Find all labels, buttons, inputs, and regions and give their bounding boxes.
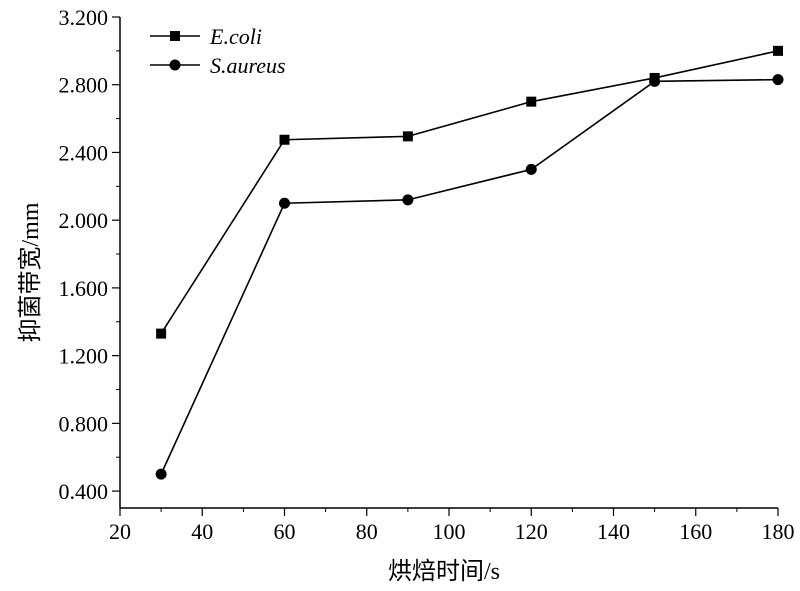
x-tick-label: 40 xyxy=(191,519,213,544)
legend-label: E.coli xyxy=(209,24,262,49)
data-point-S.aureus xyxy=(525,163,537,175)
legend-label: S.aureus xyxy=(210,53,286,78)
x-tick-label: 80 xyxy=(356,519,378,544)
data-point-E.coli xyxy=(526,96,537,107)
x-tick-label: 140 xyxy=(597,519,630,544)
legend-marker xyxy=(169,59,181,71)
y-tick-label: 0.800 xyxy=(59,411,109,436)
y-tick-label: 1.200 xyxy=(59,344,109,369)
x-tick-label: 120 xyxy=(515,519,548,544)
data-point-S.aureus xyxy=(772,74,784,86)
data-point-E.coli xyxy=(773,45,783,56)
data-point-S.aureus xyxy=(402,194,414,206)
y-tick-label: 2.800 xyxy=(59,73,109,98)
data-point-S.aureus xyxy=(155,468,167,480)
series-line-S.aureus xyxy=(160,78,779,475)
data-point-S.aureus xyxy=(649,75,661,87)
data-point-S.aureus xyxy=(279,197,290,209)
y-tick-label: 2.400 xyxy=(59,140,109,165)
x-tick-label: 180 xyxy=(762,519,795,544)
data-point-E.coli xyxy=(279,134,290,145)
x-tick-label: 20 xyxy=(109,519,131,544)
y-tick-label: 3.200 xyxy=(59,5,109,30)
x-tick-label: 100 xyxy=(433,519,466,544)
series-line-E.coli xyxy=(160,50,779,335)
legend-marker xyxy=(170,31,180,41)
y-axis-title: 抑菌带宽/mm xyxy=(17,202,44,342)
data-point-E.coli xyxy=(156,328,167,339)
y-tick-label: 1.600 xyxy=(59,276,109,301)
x-tick-label: 60 xyxy=(274,519,296,544)
x-axis-title: 烘焙时间/s xyxy=(388,558,500,585)
x-tick-label: 160 xyxy=(679,519,712,544)
y-tick-label: 0.400 xyxy=(59,479,109,504)
y-tick-label: 2.000 xyxy=(59,208,109,233)
data-point-E.coli xyxy=(402,131,413,142)
